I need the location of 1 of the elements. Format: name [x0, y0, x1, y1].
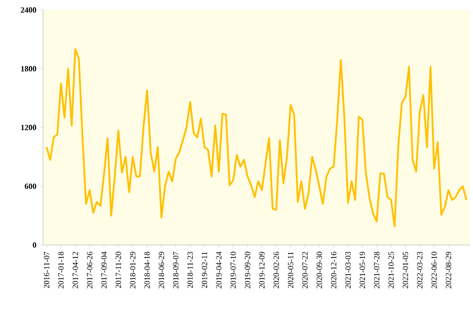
line-series: [46, 48, 468, 228]
